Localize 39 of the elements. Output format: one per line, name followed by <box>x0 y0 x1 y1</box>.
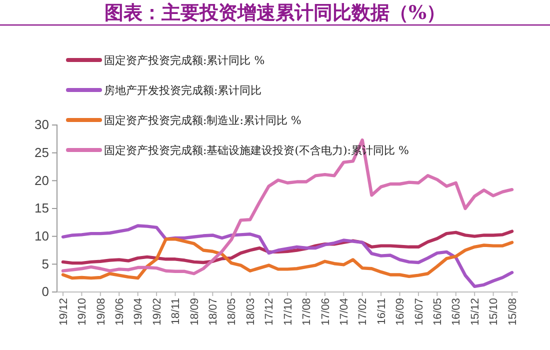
x-tick-label: 18/07 <box>208 298 220 326</box>
x-tick-label: 16/03 <box>450 298 463 326</box>
x-tick-label: 17/06 <box>320 298 332 326</box>
y-tick-label: 0 <box>42 284 49 300</box>
x-tick-label: 15/10 <box>488 298 500 326</box>
y-tick-label: 20 <box>34 172 49 188</box>
legend-label: 房地产开发投资完成额:累计同比 <box>104 84 262 97</box>
y-tick-label: 25 <box>34 144 49 160</box>
line-series <box>61 138 514 276</box>
x-tick-label: 17/10 <box>282 298 294 326</box>
x-tick-label: 16/07 <box>413 298 426 326</box>
x-tick-label: 16/05 <box>432 298 444 326</box>
x-tick-label: 19/12 <box>58 298 70 326</box>
x-tick-label: 19/10 <box>76 298 89 326</box>
x-tick-label: 16/11 <box>376 298 388 325</box>
line-series <box>61 224 514 288</box>
x-tick-label: 16/09 <box>394 298 407 326</box>
x-tick-label: 19/04 <box>132 298 145 326</box>
x-tick-label: 19/06 <box>114 298 126 326</box>
y-tick-label: 30 <box>34 117 49 132</box>
y-tick-label: 10 <box>34 228 49 244</box>
x-tick-label: 17/12 <box>264 298 276 326</box>
y-tick-label: 5 <box>42 256 49 272</box>
x-tick-label: 18/05 <box>226 298 238 326</box>
x-tick-label: 15/12 <box>469 298 482 326</box>
x-tick-label: 18/11 <box>170 298 182 325</box>
x-tick-label: 18/09 <box>188 298 201 326</box>
x-tick-label: 19/08 <box>95 298 108 326</box>
line-series <box>61 238 514 280</box>
x-tick-label: 18/03 <box>244 298 257 326</box>
legend-label: 固定资产投资完成额:制造业:累计同比 % <box>104 114 302 127</box>
x-tick-label: 19/02 <box>151 298 164 326</box>
x-tick-label: 17/04 <box>338 298 350 326</box>
x-tick-label: 15/08 <box>506 298 519 326</box>
y-tick-label: 15 <box>34 200 49 216</box>
x-tick-label: 17/02 <box>357 298 370 326</box>
x-tick-label: 17/08 <box>301 298 314 326</box>
legend-label: 固定资产投资完成额:累计同比 % <box>104 54 265 67</box>
chart-title: 图表：主要投资增速累计同比数据（%） <box>104 2 446 24</box>
